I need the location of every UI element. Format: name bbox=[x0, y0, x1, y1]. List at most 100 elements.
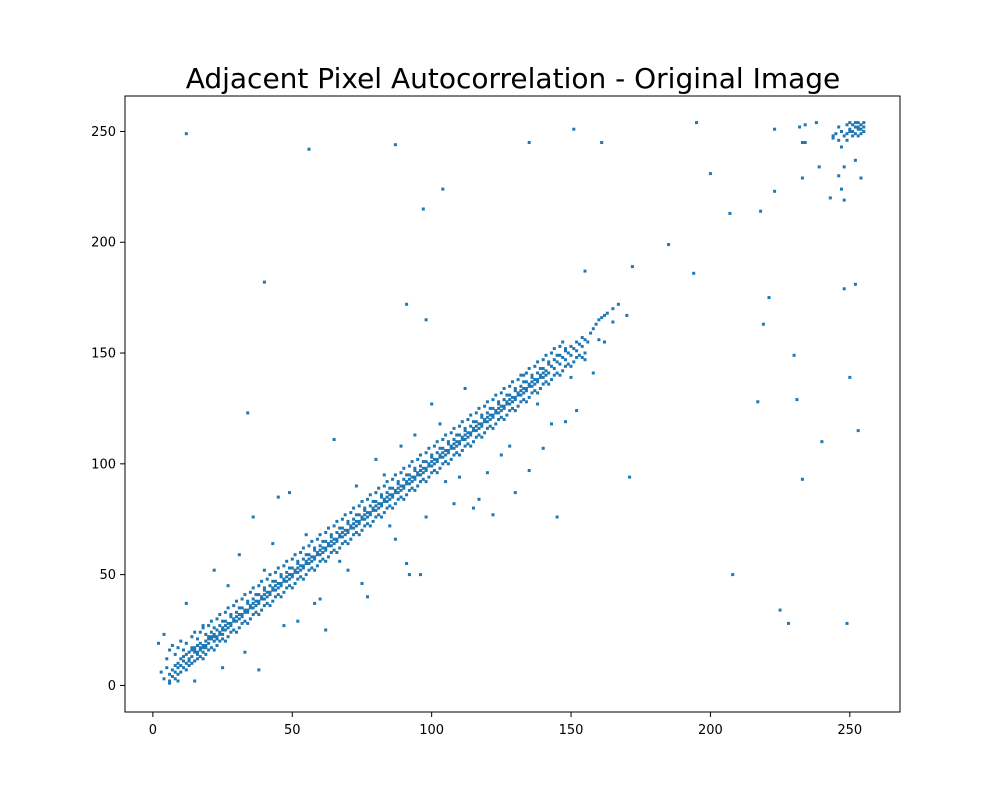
data-point bbox=[499, 453, 503, 457]
data-point bbox=[477, 422, 481, 426]
data-point bbox=[444, 460, 448, 464]
data-point bbox=[374, 504, 378, 508]
data-point bbox=[215, 637, 219, 641]
data-point bbox=[335, 537, 339, 541]
data-point bbox=[485, 415, 489, 419]
data-point bbox=[513, 387, 517, 390]
data-point bbox=[845, 123, 849, 127]
data-point bbox=[541, 382, 545, 386]
data-point bbox=[508, 409, 512, 413]
data-point bbox=[851, 130, 855, 133]
data-point bbox=[285, 579, 289, 583]
data-point bbox=[561, 356, 565, 359]
data-point bbox=[524, 380, 528, 384]
data-point bbox=[845, 132, 849, 136]
data-point bbox=[221, 619, 225, 623]
data-point bbox=[360, 517, 364, 521]
data-point bbox=[491, 513, 495, 517]
data-point bbox=[564, 358, 567, 362]
data-point bbox=[257, 601, 261, 605]
data-point bbox=[251, 601, 255, 605]
data-point bbox=[402, 466, 406, 470]
data-point bbox=[349, 526, 353, 530]
data-point bbox=[371, 508, 375, 512]
data-point bbox=[340, 517, 344, 521]
data-point bbox=[474, 435, 478, 439]
data-point bbox=[360, 582, 364, 585]
data-point bbox=[327, 544, 330, 548]
data-point bbox=[708, 172, 712, 176]
data-point bbox=[630, 265, 634, 269]
data-point bbox=[552, 367, 556, 370]
data-point bbox=[421, 460, 425, 464]
data-point bbox=[851, 134, 855, 138]
data-point bbox=[321, 539, 325, 543]
data-point bbox=[212, 626, 216, 630]
data-point bbox=[485, 400, 489, 404]
data-point bbox=[288, 491, 291, 495]
data-point bbox=[538, 373, 542, 377]
data-point bbox=[257, 584, 261, 588]
data-point bbox=[207, 624, 211, 628]
data-point bbox=[407, 464, 411, 468]
data-point bbox=[352, 533, 356, 537]
data-point bbox=[226, 635, 230, 639]
data-point bbox=[257, 593, 261, 597]
data-point bbox=[193, 630, 197, 634]
data-point bbox=[288, 577, 291, 581]
data-point bbox=[547, 360, 551, 364]
data-point bbox=[182, 648, 185, 652]
data-point bbox=[544, 353, 548, 357]
data-point bbox=[435, 457, 439, 461]
data-point bbox=[396, 480, 400, 484]
data-point bbox=[201, 650, 205, 654]
data-point bbox=[480, 424, 484, 428]
data-point bbox=[491, 406, 495, 410]
data-point bbox=[198, 641, 202, 645]
data-point bbox=[800, 176, 804, 180]
data-point bbox=[597, 338, 601, 342]
data-point bbox=[530, 373, 534, 377]
data-point bbox=[357, 522, 361, 526]
data-point bbox=[591, 371, 595, 375]
data-point bbox=[187, 650, 191, 654]
data-point bbox=[193, 646, 197, 650]
data-point bbox=[324, 531, 328, 534]
data-point bbox=[271, 542, 275, 546]
data-point bbox=[246, 610, 250, 614]
data-point bbox=[527, 382, 531, 386]
data-point bbox=[438, 453, 442, 457]
data-point bbox=[463, 438, 467, 441]
data-point bbox=[285, 559, 289, 563]
points-layer bbox=[157, 121, 866, 685]
data-point bbox=[229, 630, 233, 634]
data-point bbox=[329, 544, 333, 548]
data-point bbox=[168, 672, 172, 676]
x-tick-label: 0 bbox=[149, 723, 157, 738]
data-point bbox=[538, 367, 542, 370]
data-point bbox=[290, 566, 294, 570]
data-point bbox=[728, 211, 732, 215]
data-point bbox=[458, 453, 461, 457]
data-point bbox=[410, 486, 414, 490]
data-point bbox=[441, 187, 445, 191]
data-point bbox=[223, 628, 227, 632]
data-point bbox=[569, 353, 573, 357]
data-point bbox=[544, 380, 548, 384]
data-point bbox=[407, 473, 411, 477]
data-point bbox=[262, 604, 266, 608]
data-point bbox=[301, 566, 305, 570]
data-point bbox=[271, 586, 275, 590]
data-point bbox=[483, 418, 487, 421]
data-point bbox=[488, 406, 492, 410]
data-point bbox=[441, 455, 445, 459]
data-point bbox=[232, 617, 236, 621]
data-point bbox=[761, 322, 765, 326]
data-point bbox=[511, 395, 514, 399]
data-point bbox=[265, 577, 269, 581]
data-point bbox=[335, 519, 339, 523]
data-point bbox=[452, 438, 456, 441]
data-point bbox=[848, 375, 852, 379]
data-point bbox=[410, 460, 414, 464]
data-point bbox=[182, 659, 185, 663]
